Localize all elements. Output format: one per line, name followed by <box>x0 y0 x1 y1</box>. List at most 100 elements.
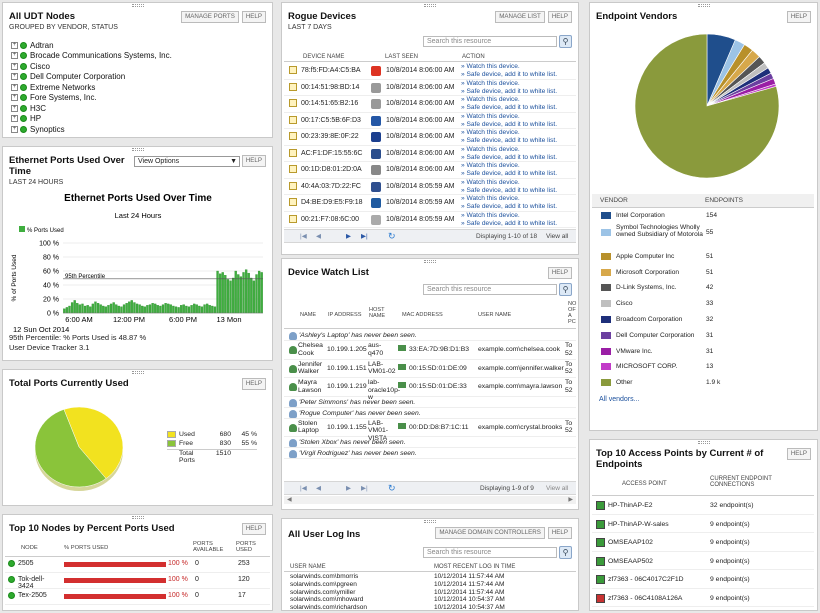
table-row[interactable]: 00:14:51:98:BD:14 10/8/2014 8:06:00 AM » W… <box>284 79 576 96</box>
table-row[interactable]: solarwinds.com\mhoward 10/12/2014 10:54:3… <box>284 596 576 604</box>
tree-node[interactable]: + Dell Computer Corporation <box>11 72 172 83</box>
node-name[interactable]: 2505 <box>18 560 34 567</box>
search-icon[interactable]: ⚲ <box>559 35 572 48</box>
vendor-row[interactable]: MICROSOFT CORP. 13 <box>592 359 814 375</box>
table-row[interactable]: OMSEAAP102 9 endpoint(s) <box>592 533 814 552</box>
view-options-select[interactable]: View Options ▼ <box>134 156 240 167</box>
drag-handle[interactable] <box>131 148 144 151</box>
table-row[interactable]: 00:21:F7:08:6C:00 10/8/2014 8:05:59 AM » W… <box>284 211 576 228</box>
last-page-icon[interactable]: ▶| <box>361 485 368 492</box>
search-input[interactable]: Search this resource <box>423 284 557 295</box>
all-vendors-link[interactable]: All vendors... <box>599 396 640 403</box>
whitelist-link[interactable]: » Safe device, add it to white list. <box>461 203 558 210</box>
expand-icon[interactable]: + <box>11 83 18 91</box>
tree-node[interactable]: + Adtran <box>11 40 172 51</box>
watch-row[interactable]: Mayra Lawson 10.199.1.219 lab-oracle10p-w 0… <box>284 378 576 401</box>
whitelist-link[interactable]: » Safe device, add it to white list. <box>461 137 558 144</box>
watch-device-link[interactable]: » Watch this device. <box>461 79 520 87</box>
ap-name[interactable]: OMSEAAP502 <box>608 557 653 565</box>
ap-name[interactable]: zf7363 - 06C4017C2F1D <box>608 576 684 583</box>
ap-name[interactable]: OMSEAAP102 <box>608 539 653 546</box>
watch-device-link[interactable]: » Watch this device. <box>461 145 520 153</box>
tree-node[interactable]: + H3C <box>11 103 172 114</box>
watch-row[interactable]: Jennifer Walker 10.199.1.151 LAB-VM01-02 00… <box>284 360 576 378</box>
ap-name[interactable]: HP-ThinAP-E2 <box>608 502 653 509</box>
search-input[interactable]: Search this resource <box>423 547 557 558</box>
first-page-icon[interactable]: |◀ <box>300 485 307 492</box>
refresh-icon[interactable]: ↻ <box>388 483 396 493</box>
table-row[interactable]: 2505 100 % 0 253 <box>5 557 270 573</box>
drag-handle[interactable] <box>424 520 436 523</box>
next-page-icon[interactable]: ▶ <box>346 233 351 240</box>
manage-list-button[interactable]: MANAGE LIST <box>495 11 545 23</box>
drag-handle[interactable] <box>424 260 436 263</box>
vendor-row[interactable]: Broadcom Corporation 32 <box>592 312 814 328</box>
last-page-icon[interactable]: ▶| <box>361 233 368 240</box>
drag-handle[interactable] <box>424 4 436 7</box>
watch-row-unseen[interactable]: 'Peter Simmons' has never been seen. <box>284 397 576 408</box>
table-row[interactable]: 00:23:39:8E:0F:22 10/8/2014 8:06:00 AM » W… <box>284 129 576 146</box>
watch-device-link[interactable]: » Watch this device. <box>461 129 520 136</box>
vendor-row[interactable]: Dell Computer Corporation 31 <box>592 328 814 344</box>
table-row[interactable]: 00:17:C5:5B:6F:D3 10/8/2014 8:06:00 AM » W… <box>284 112 576 129</box>
ap-name[interactable]: HP-ThinAP-W-sales <box>608 520 669 528</box>
whitelist-link[interactable]: » Safe device, add it to white list. <box>461 170 558 177</box>
search-input[interactable]: Search this resource <box>423 36 557 47</box>
vendor-row[interactable]: Other 1.9 k <box>592 375 814 391</box>
tree-node-label[interactable]: Fore Systems, Inc. <box>30 93 97 103</box>
vendor-row[interactable]: Symbol Technologies Wholly owned Subsidi… <box>592 224 814 249</box>
table-row[interactable]: zf7363 - 06C4108A126A 9 endpoint(s) <box>592 589 814 607</box>
table-row[interactable]: 00:14:51:65:B2:16 10/8/2014 8:06:00 AM » W… <box>284 96 576 113</box>
whitelist-link[interactable]: » Safe device, add it to white list. <box>461 104 558 111</box>
tree-node[interactable]: + Synoptics <box>11 124 172 135</box>
tree-node[interactable]: + Cisco <box>11 61 172 72</box>
whitelist-link[interactable]: » Safe device, add it to white list. <box>461 153 558 161</box>
watch-row[interactable]: Chelsea Cook 10.199.1.205 aus-q470 33:EA:7D… <box>284 341 576 360</box>
help-button[interactable]: HELP <box>241 11 266 23</box>
watch-row-unseen[interactable]: 'Stolen Xbox' has never been seen. <box>284 437 576 448</box>
drag-handle[interactable] <box>697 441 710 444</box>
help-button[interactable]: HELP <box>241 378 266 390</box>
expand-icon[interactable]: + <box>11 62 18 70</box>
expand-icon[interactable]: + <box>11 52 18 60</box>
tree-node[interactable]: + Extreme Networks <box>11 82 172 93</box>
help-button[interactable]: HELP <box>786 448 811 460</box>
expand-icon[interactable]: + <box>11 73 18 81</box>
table-row[interactable]: 40:4A:03:7D:22:FC 10/8/2014 8:05:59 AM » W… <box>284 178 576 195</box>
whitelist-link[interactable]: » Safe device, add it to white list. <box>461 186 558 194</box>
drag-handle[interactable] <box>131 4 144 7</box>
watch-device-link[interactable]: » Watch this device. <box>461 112 520 120</box>
next-page-icon[interactable]: ▶ <box>346 485 351 492</box>
watch-device-link[interactable]: » Watch this device. <box>461 178 520 186</box>
vendor-row[interactable]: Cisco 33 <box>592 296 814 312</box>
help-button[interactable]: HELP <box>786 11 811 23</box>
tree-node[interactable]: + Brocade Communications Systems, Inc. <box>11 51 172 62</box>
watch-device-link[interactable]: » Watch this device. <box>461 211 520 219</box>
view-all-link[interactable]: View all <box>546 233 569 240</box>
node-name[interactable]: Tok-dell-3424 <box>18 576 45 590</box>
tree-node-label[interactable]: Dell Computer Corporation <box>30 72 126 82</box>
tree-node-label[interactable]: Cisco <box>30 61 51 71</box>
table-row[interactable]: HP-ThinAP-W-sales 9 endpoint(s) <box>592 515 814 533</box>
search-icon[interactable]: ⚲ <box>559 283 572 296</box>
table-row[interactable]: Tex-2505 100 % 0 17 <box>5 589 270 605</box>
ap-name[interactable]: zf7363 - 06C4108A126A <box>608 594 683 602</box>
table-row[interactable]: OMSEAAP502 9 endpoint(s) <box>592 552 814 570</box>
manage-ports-button[interactable]: MANAGE PORTS <box>181 11 239 23</box>
help-button[interactable]: HELP <box>241 523 266 535</box>
watch-device-link[interactable]: » Watch this device. <box>461 63 520 70</box>
expand-icon[interactable]: + <box>11 94 18 102</box>
tree-node[interactable]: + HP <box>11 114 172 125</box>
help-button[interactable]: HELP <box>241 155 266 167</box>
drag-handle[interactable] <box>697 4 710 7</box>
watch-row[interactable]: Stolen Laptop 10.199.1.155 LAB-VM01-VISTA 0… <box>284 419 576 442</box>
prev-page-icon[interactable]: ◀ <box>316 485 321 492</box>
tree-node-label[interactable]: Synoptics <box>30 124 65 134</box>
watch-row-unseen[interactable]: 'Ashley's Laptop' has never been seen. <box>284 330 576 341</box>
expand-icon[interactable]: + <box>11 41 18 49</box>
vendor-row[interactable]: Intel Corporation 154 <box>592 208 814 224</box>
table-row[interactable]: zf7363 - 06C4017C2F1D 9 endpoint(s) <box>592 570 814 589</box>
expand-icon[interactable]: + <box>11 125 18 133</box>
table-row[interactable]: solarwinds.com\bmorris 10/12/2014 11:57:4… <box>284 573 576 581</box>
tree-node-label[interactable]: Brocade Communications Systems, Inc. <box>30 51 172 61</box>
